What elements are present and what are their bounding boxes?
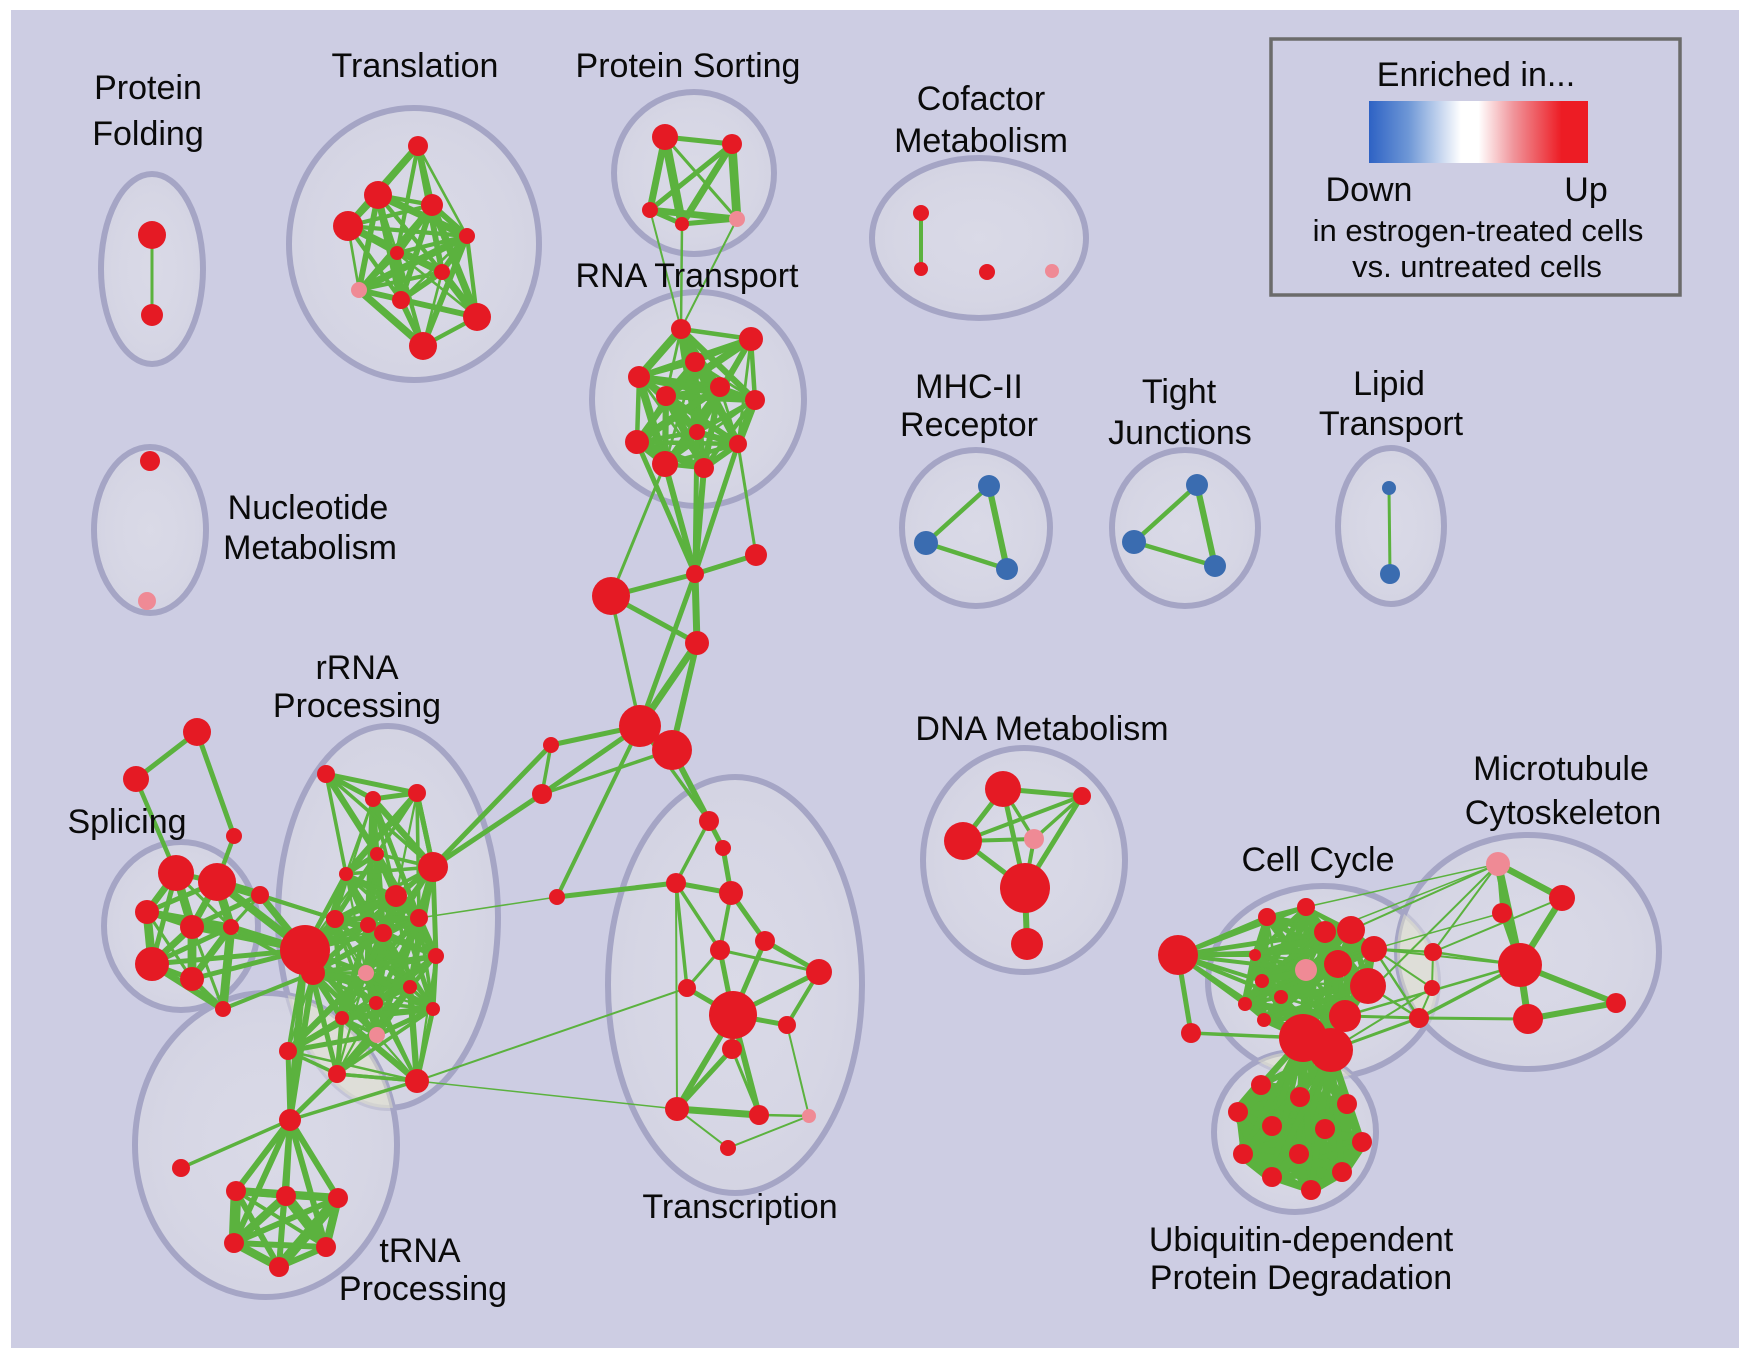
svg-text:Cell Cycle: Cell Cycle [1241,841,1394,879]
svg-text:Lipid: Lipid [1353,365,1425,403]
svg-text:MHC-II: MHC-II [915,368,1023,406]
svg-text:Junctions: Junctions [1108,414,1252,452]
svg-text:Microtubule: Microtubule [1473,750,1649,788]
svg-text:vs. untreated cells: vs. untreated cells [1352,249,1602,284]
svg-text:Processing: Processing [339,1270,507,1308]
svg-text:tRNA: tRNA [379,1232,461,1270]
svg-text:Folding: Folding [92,115,204,153]
svg-text:Processing: Processing [273,687,441,725]
svg-text:Cytoskeleton: Cytoskeleton [1465,794,1662,832]
svg-text:rRNA: rRNA [315,649,398,687]
svg-text:Ubiquitin-dependent: Ubiquitin-dependent [1149,1221,1454,1259]
svg-text:Transport: Transport [1319,405,1464,443]
svg-text:RNA Transport: RNA Transport [576,257,800,295]
svg-text:Enriched in...: Enriched in... [1377,56,1575,94]
svg-text:Protein: Protein [94,69,202,107]
svg-text:DNA Metabolism: DNA Metabolism [915,710,1168,748]
svg-text:Nucleotide: Nucleotide [228,489,389,527]
svg-text:Cofactor: Cofactor [917,80,1046,118]
svg-text:Metabolism: Metabolism [223,529,397,567]
svg-text:Down: Down [1326,171,1413,209]
svg-text:in estrogen-treated cells: in estrogen-treated cells [1313,213,1644,248]
svg-text:Receptor: Receptor [900,406,1038,444]
svg-text:Metabolism: Metabolism [894,122,1068,160]
svg-text:Translation: Translation [332,47,499,85]
svg-text:Up: Up [1564,171,1607,209]
svg-text:Transcription: Transcription [642,1188,837,1226]
svg-text:Protein Sorting: Protein Sorting [576,47,801,85]
svg-text:Splicing: Splicing [67,803,186,841]
svg-text:Tight: Tight [1142,373,1217,411]
svg-text:Protein Degradation: Protein Degradation [1150,1259,1452,1297]
